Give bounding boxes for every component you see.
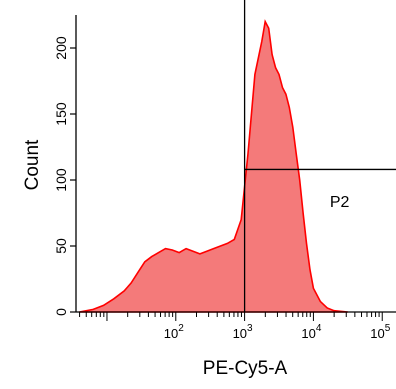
y-tick-label: 200 [53,36,69,60]
x-tick-label: 104 [301,323,321,341]
x-tick-label: 103 [233,323,253,341]
x-tick-base: 10 [164,326,178,341]
x-tick-base: 10 [301,326,315,341]
y-tick-label: 50 [53,238,69,254]
x-tick-exponent: 5 [385,323,391,334]
x-axis-label: PE-Cy5-A [203,358,288,379]
y-tick-label: 100 [53,168,69,192]
y-axis-label: Count [22,139,43,190]
x-tick-base: 10 [233,326,247,341]
gate-p2 [243,0,396,312]
x-tick-exponent: 2 [178,323,184,334]
plot-area [79,19,348,313]
x-tick-label: 105 [370,323,390,341]
y-tick-label: 150 [53,102,69,126]
x-tick-label: 102 [164,323,184,341]
y-tick-label: 0 [53,308,69,316]
x-tick-exponent: 4 [316,323,322,334]
x-tick-base: 10 [370,326,384,341]
x-tick-exponent: 3 [247,323,253,334]
gate-label: P2 [330,194,350,211]
histogram-area [79,19,348,313]
